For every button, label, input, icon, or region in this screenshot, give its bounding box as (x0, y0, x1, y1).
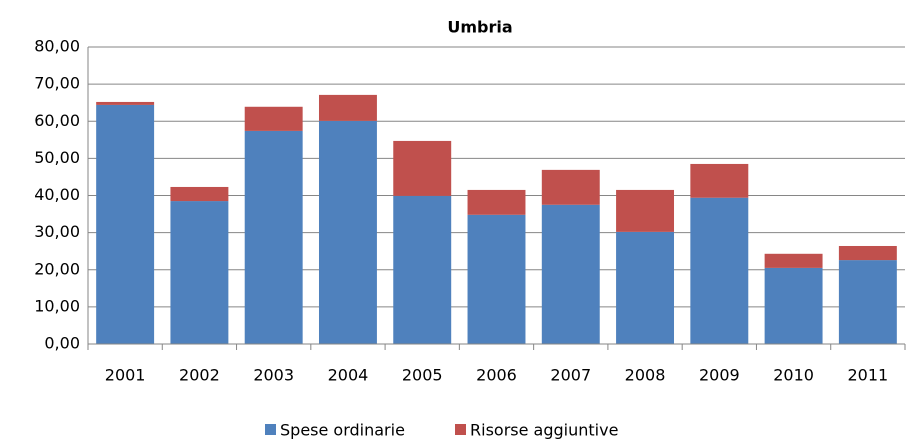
legend-label: Spese ordinarie (280, 421, 405, 439)
y-tick-label: 40,00 (34, 185, 80, 204)
chart-title: Umbria (447, 18, 512, 37)
bar-segment (96, 104, 155, 344)
bar-segment (467, 214, 526, 344)
bar-segment (541, 169, 600, 205)
bar-segment (393, 195, 452, 344)
legend-label: Risorse aggiuntive (470, 421, 618, 439)
legend-swatch (265, 424, 276, 435)
bar-segment (764, 267, 823, 344)
x-tick-label: 2005 (402, 366, 443, 385)
x-tick-label: 2004 (328, 366, 369, 385)
x-tick-label: 2009 (699, 366, 740, 385)
y-tick-label: 30,00 (34, 222, 80, 241)
bar-segment (690, 163, 749, 198)
x-tick-label: 2003 (253, 366, 294, 385)
x-tick-label: 2010 (773, 366, 814, 385)
y-tick-label: 70,00 (34, 74, 80, 93)
x-tick-label: 2002 (179, 366, 220, 385)
bar-segment (541, 204, 600, 344)
bar-segment (318, 94, 377, 121)
legend-swatch (455, 424, 466, 435)
x-tick-label: 2001 (105, 366, 146, 385)
bar-segment (616, 189, 675, 232)
bar-segment (96, 101, 155, 105)
y-tick-label: 80,00 (34, 37, 80, 56)
y-tick-label: 50,00 (34, 148, 80, 167)
x-tick-label: 2006 (476, 366, 517, 385)
x-tick-label: 2011 (848, 366, 889, 385)
bar-segment (764, 253, 823, 268)
bar-segment (467, 189, 526, 215)
bar-segment (690, 197, 749, 344)
bar-segment (170, 186, 229, 202)
y-tick-label: 10,00 (34, 296, 80, 315)
x-tick-label: 2007 (550, 366, 591, 385)
bar-segment (170, 201, 229, 344)
bar-segment (244, 106, 303, 131)
bar-segment (393, 140, 452, 196)
bar-segment (838, 260, 897, 344)
bar-segment (838, 245, 897, 261)
bar-segment (616, 231, 675, 344)
x-tick-label: 2008 (625, 366, 666, 385)
y-tick-label: 0,00 (44, 334, 80, 353)
y-tick-label: 60,00 (34, 111, 80, 130)
y-tick-label: 20,00 (34, 259, 80, 278)
bar-segment (318, 120, 377, 344)
bar-segment (244, 130, 303, 344)
